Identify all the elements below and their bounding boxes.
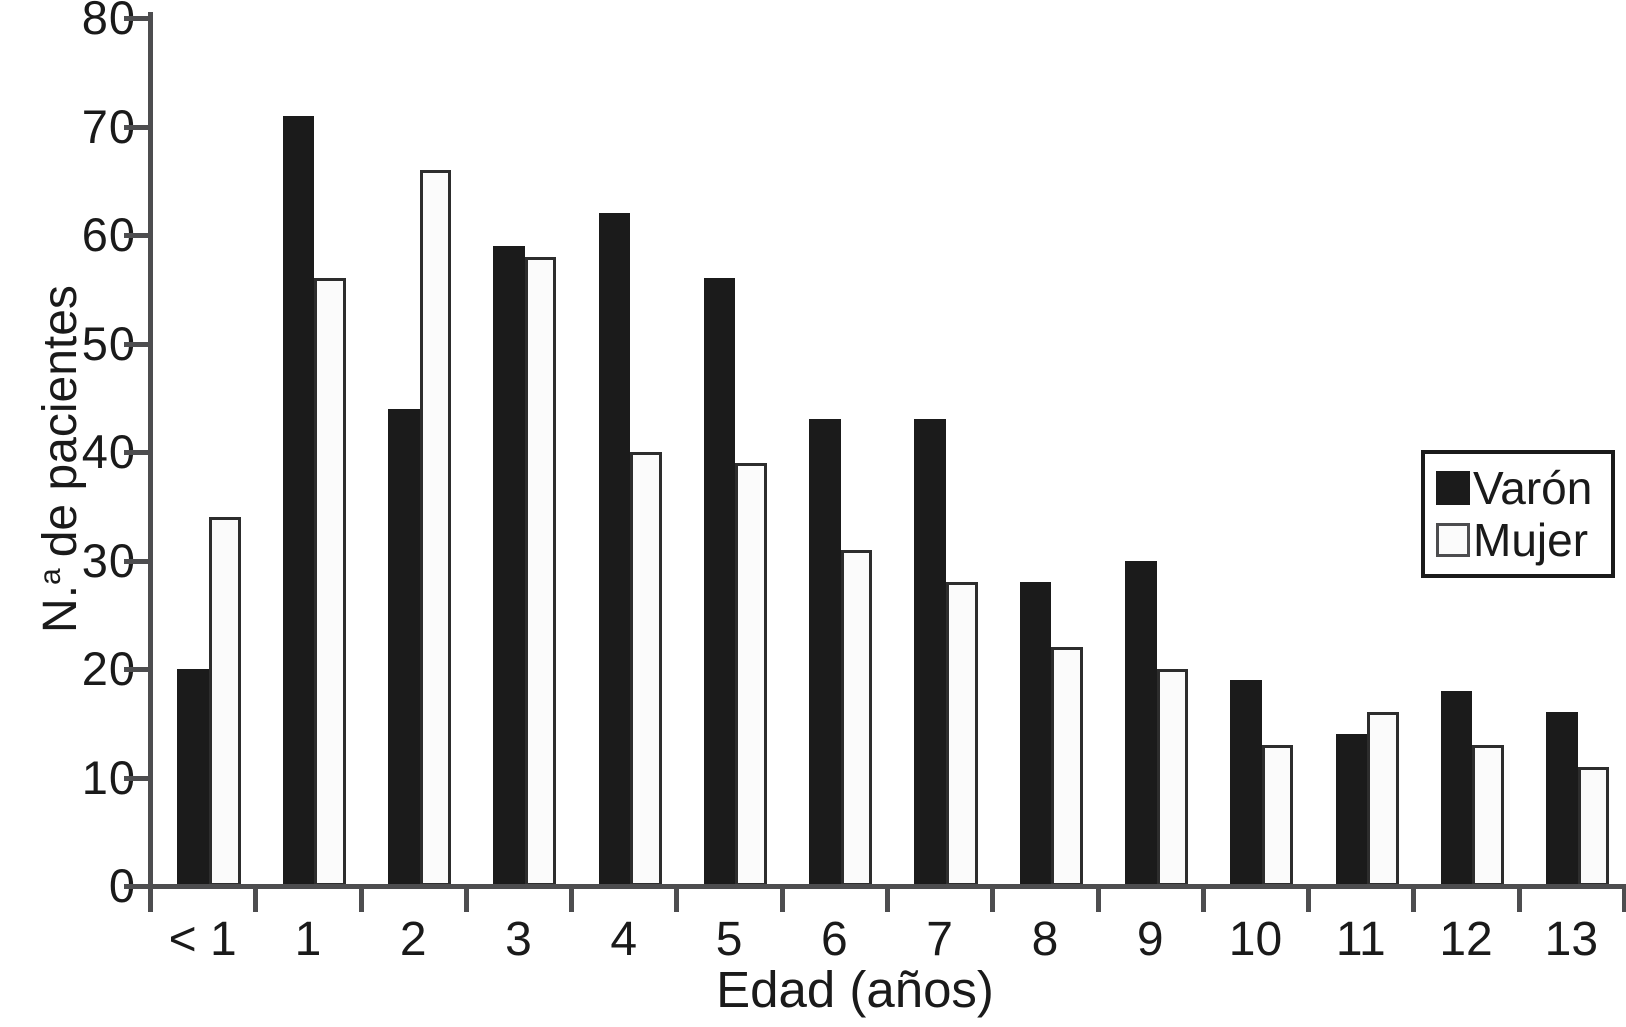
- y-tick-label-80: 80: [81, 0, 136, 44]
- y-tick-60: [124, 233, 150, 238]
- y-tick-label-60: 60: [81, 208, 136, 261]
- y-axis-title-prefix: N.: [34, 584, 87, 633]
- y-tick-label-20: 20: [81, 642, 136, 695]
- bar-mujer-0: [208, 517, 241, 886]
- bar-varon-13: [1546, 712, 1578, 886]
- x-tick-13: [1516, 886, 1522, 912]
- bar-mujer-8: [1051, 647, 1083, 886]
- x-tick-11: [1306, 886, 1312, 912]
- bar-varon-12: [1440, 690, 1473, 886]
- x-axis-title: Edad (años): [716, 961, 994, 1018]
- legend-label-mujer: Mujer: [1473, 514, 1589, 566]
- bar-varon-1: [282, 115, 315, 886]
- bar-varon-7: [914, 419, 946, 886]
- y-tick-label-30: 30: [81, 533, 136, 587]
- bar-varon-8: [1019, 582, 1052, 886]
- bar-mujer-12: [1472, 744, 1504, 886]
- x-axis-line: [148, 884, 1626, 889]
- x-tick-label-12: 12: [1439, 913, 1493, 966]
- bar-mujer-11: [1367, 712, 1399, 886]
- bar-mujer-4: [630, 452, 662, 886]
- x-tick-0: [148, 886, 153, 912]
- varon-swatch-icon: [1436, 471, 1470, 505]
- x-tick-label-10: 10: [1228, 913, 1283, 966]
- y-tick-40: [124, 450, 150, 455]
- bar-varon-9: [1124, 560, 1157, 886]
- x-tick-label-5: 5: [715, 913, 743, 966]
- mujer-swatch-icon: [1436, 523, 1470, 557]
- x-tick-5: [674, 886, 680, 912]
- y-tick-50: [124, 341, 150, 347]
- bar-mujer-3: [524, 256, 557, 886]
- y-tick-70: [124, 124, 150, 130]
- x-tick-label-3: 3: [505, 913, 532, 966]
- y-tick-label-70: 70: [81, 99, 136, 153]
- x-tick-label-4: 4: [610, 913, 638, 966]
- x-tick-3: [463, 886, 469, 912]
- bar-mujer-10: [1261, 744, 1294, 886]
- y-tick-0: [124, 884, 150, 889]
- y-tick-80: [124, 16, 150, 21]
- y-tick-20: [124, 667, 150, 672]
- legend: Varón Mujer: [1421, 450, 1615, 578]
- x-tick-14: [1622, 886, 1626, 912]
- bar-varon-11: [1335, 734, 1368, 886]
- y-tick-30: [124, 558, 150, 564]
- bar-varon-4: [598, 213, 631, 886]
- x-tick-8: [990, 886, 996, 912]
- bar-varon-0: [177, 669, 209, 886]
- y-tick-label-50: 50: [81, 316, 136, 370]
- x-tick-label-1: 1: [294, 913, 322, 966]
- y-tick-label-10: 10: [81, 750, 136, 804]
- x-tick-4: [569, 886, 575, 912]
- bar-varon-2: [387, 408, 420, 886]
- x-tick-label-9: 9: [1136, 913, 1164, 966]
- y-tick-10: [124, 775, 150, 781]
- bar-mujer-2: [419, 169, 452, 886]
- bar-varon-3: [493, 245, 525, 886]
- x-tick-10: [1200, 886, 1206, 912]
- x-tick-label-8: 8: [1031, 913, 1059, 966]
- x-tick-9: [1095, 886, 1101, 912]
- legend-item-varon: Varón: [1436, 462, 1611, 514]
- legend-item-mujer: Mujer: [1436, 514, 1611, 566]
- x-tick-12: [1411, 886, 1417, 912]
- x-tick-label-2: 2: [399, 913, 427, 966]
- bar-varon-5: [703, 278, 736, 886]
- x-tick-label-0: < 1: [168, 913, 237, 966]
- x-tick-2: [358, 886, 364, 912]
- x-tick-7: [885, 886, 890, 912]
- bar-mujer-13: [1577, 766, 1610, 886]
- bar-mujer-9: [1156, 669, 1189, 886]
- bar-varon-6: [809, 419, 841, 886]
- x-tick-label-13: 13: [1544, 913, 1599, 966]
- bar-mujer-1: [314, 278, 346, 886]
- bar-mujer-5: [735, 462, 767, 886]
- bar-mujer-6: [840, 549, 873, 886]
- x-tick-label-11: 11: [1335, 913, 1386, 966]
- y-axis-line: [148, 12, 153, 889]
- y-tick-label-40: 40: [81, 425, 136, 478]
- x-tick-6: [779, 886, 785, 912]
- bar-mujer-7: [945, 582, 978, 886]
- y-tick-label-0: 0: [108, 859, 136, 912]
- x-tick-label-7: 7: [926, 913, 953, 966]
- bar-varon-10: [1230, 679, 1262, 886]
- legend-label-varon: Varón: [1473, 462, 1593, 514]
- x-tick-1: [253, 886, 259, 912]
- x-tick-label-6: 6: [820, 913, 848, 966]
